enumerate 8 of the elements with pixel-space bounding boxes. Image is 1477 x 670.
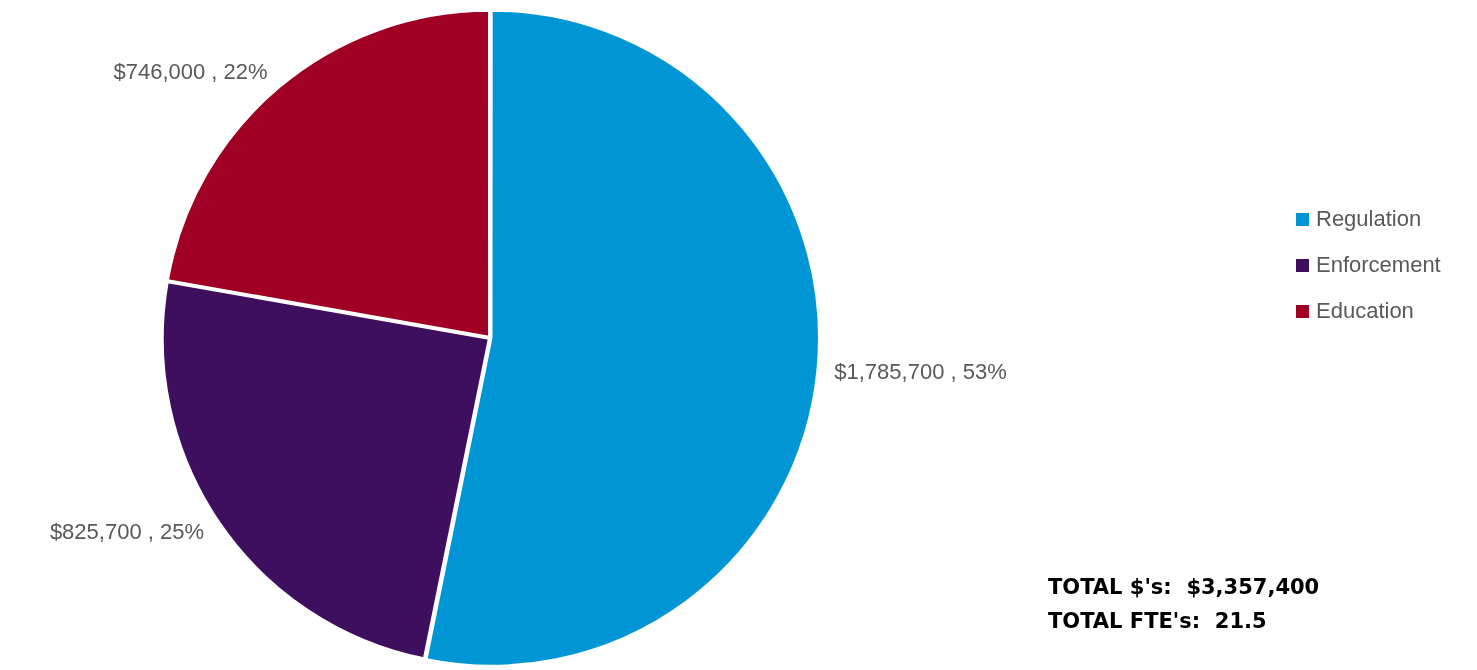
text: TOTAL $'s: $3,357,400 xyxy=(1048,574,1320,601)
data-label: $746,000 , 22% xyxy=(113,58,268,84)
legend-label: Education xyxy=(1316,298,1414,324)
text: TOTAL FTE's: 21.5 xyxy=(1048,608,1268,635)
data-label: $825,700 , 25% xyxy=(49,518,205,544)
legend-label: Enforcement xyxy=(1316,252,1441,278)
data-label: $1,785,700 , 53% xyxy=(834,358,1007,384)
legend-label: Regulation xyxy=(1316,206,1422,232)
